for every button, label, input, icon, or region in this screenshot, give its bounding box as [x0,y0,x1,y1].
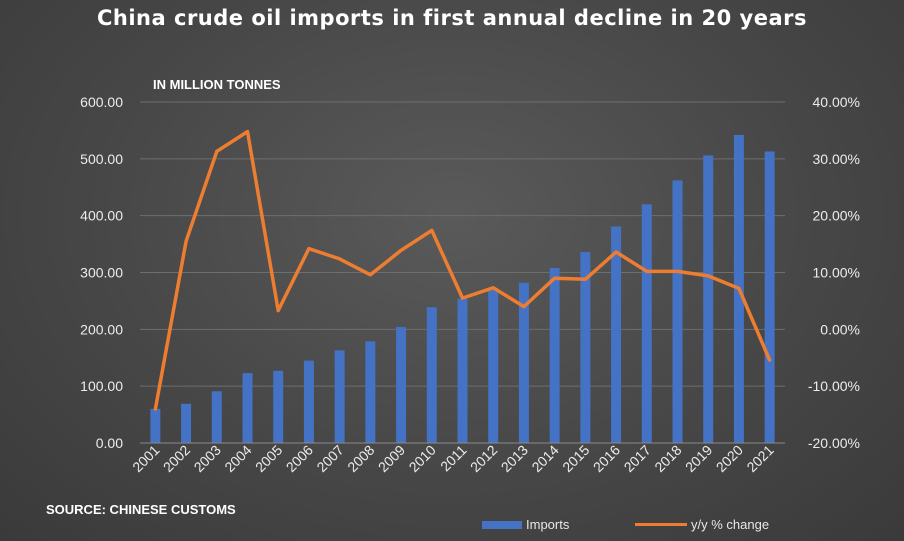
source-label: SOURCE: CHINESE CUSTOMS [46,502,236,517]
x-tick-label: 2019 [682,442,715,475]
x-tick-label: 2011 [437,442,470,475]
right-tick-label: -10.00% [808,378,860,394]
bar-imports-2004 [242,373,253,443]
left-tick-label: 600.00 [80,94,123,110]
x-tick-label: 2014 [528,442,561,475]
x-tick-label: 2010 [406,442,439,475]
bar-imports-2019 [703,155,714,443]
point-yoy-change-2011 [461,296,464,300]
point-yoy-change-2016 [614,250,618,254]
x-tick-label: 2013 [498,442,531,475]
right-tick-label: -20.00% [808,435,860,451]
point-yoy-change-2021 [768,358,772,362]
left-tick-label: 100.00 [80,378,123,394]
left-tick-label: 200.00 [80,321,123,337]
legend-item-imports: Imports [482,517,569,532]
bar-imports-2013 [518,282,529,443]
x-tick-label: 2005 [252,442,285,475]
x-tick-label: 2003 [191,442,224,475]
x-tick-label: 2001 [129,442,162,475]
bar-imports-2003 [211,391,222,443]
left-tick-label: 0.00 [96,435,123,451]
bar-imports-2001 [150,408,161,443]
legend-swatch-yoy-change [635,523,687,526]
left-tick-label: 300.00 [80,265,123,281]
bar-imports-2002 [181,403,192,443]
bar-imports-2017 [641,204,652,443]
legend: Imports y/y % change [0,517,904,537]
point-yoy-change-2020 [737,286,741,290]
x-tick-label: 2016 [590,442,623,475]
point-yoy-change-2007 [338,257,342,261]
x-tick-label: 2012 [467,442,500,475]
left-y-axis: 0.00 100.00 200.00 300.00 400.00 500.00 600.00 [80,94,123,451]
unit-label: IN MILLION TONNES [153,77,281,92]
right-tick-label: 20.00% [813,208,860,224]
point-yoy-change-2010 [430,228,434,232]
bar-imports-2015 [580,252,591,443]
bar-imports-2016 [611,226,622,443]
point-yoy-change-2015 [583,277,587,281]
right-y-axis: -20.00% -10.00% 0.00% 10.00% 20.00% 30.00% 40.… [808,94,860,451]
legend-label-imports: Imports [526,517,570,532]
x-tick-label: 2021 [743,442,776,475]
bar-imports-2018 [672,180,683,443]
x-tick-label: 2015 [559,442,592,475]
bars-imports [150,134,775,444]
point-yoy-change-2014 [553,276,557,280]
chart-title: China crude oil imports in first annual … [97,6,807,30]
point-yoy-change-2012 [491,286,495,290]
bar-imports-2009 [396,327,407,443]
point-yoy-change-2018 [676,269,679,273]
legend-item-yoy-change: y/y % change [635,517,769,532]
x-tick-label: 2018 [651,442,684,475]
legend-label-yoy-change: y/y % change [691,517,770,532]
point-yoy-change-2001 [153,407,157,411]
point-yoy-change-2004 [246,130,249,134]
legend-swatch-imports [482,520,522,529]
point-yoy-change-2008 [368,273,372,277]
right-tick-label: 40.00% [813,94,860,110]
bar-imports-2012 [488,288,499,443]
point-yoy-change-2002 [184,239,188,243]
x-tick-label: 2006 [283,442,316,475]
bar-imports-2005 [273,370,284,443]
left-tick-label: 400.00 [80,208,123,224]
x-tick-label: 2002 [160,442,193,475]
x-tick-label: 2017 [621,442,654,475]
x-tick-label: 2007 [313,442,346,475]
left-tick-label: 500.00 [80,151,123,167]
bar-imports-2008 [365,341,376,443]
point-yoy-change-2013 [522,305,526,309]
x-tick-label: 2009 [375,442,408,475]
bar-imports-2021 [764,151,775,443]
right-tick-label: 30.00% [813,151,860,167]
right-tick-label: 10.00% [813,265,860,281]
x-tick-label: 2004 [221,442,254,475]
point-yoy-change-2009 [399,248,403,252]
bar-imports-2006 [303,360,314,443]
bar-imports-2007 [334,350,345,443]
right-tick-label: 0.00% [820,321,860,337]
x-tick-label: 2008 [344,442,377,475]
bar-imports-2014 [549,267,560,443]
bar-imports-2010 [426,307,437,443]
point-yoy-change-2019 [706,274,710,278]
point-yoy-change-2005 [276,309,280,313]
line-yoy-change [153,129,772,411]
point-yoy-change-2017 [645,269,649,273]
point-yoy-change-2003 [215,149,219,153]
x-tick-label: 2020 [713,442,746,475]
x-axis: 2001200220032004200520062007200820092010… [129,442,785,475]
point-yoy-change-2006 [307,247,311,251]
bar-imports-2011 [457,298,468,443]
